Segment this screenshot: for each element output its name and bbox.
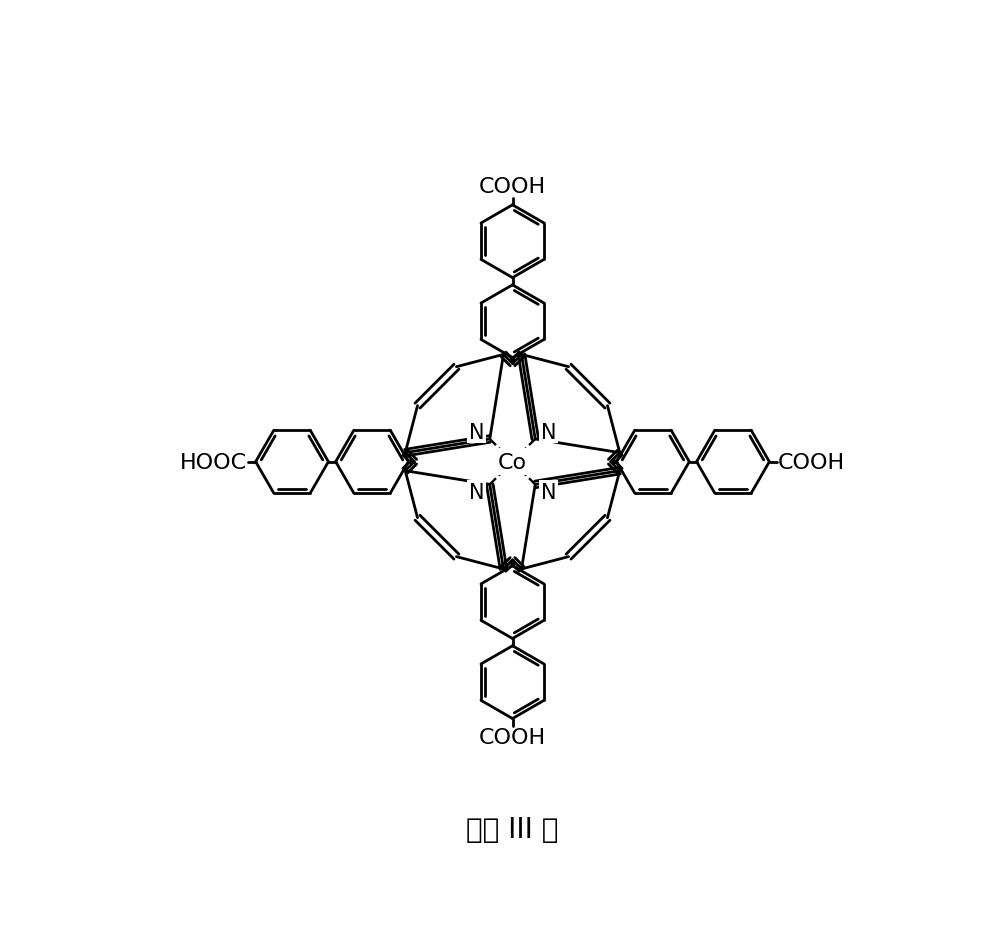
Text: COOH: COOH (778, 452, 845, 472)
Text: Co: Co (498, 452, 527, 472)
Text: N: N (469, 482, 484, 502)
Text: COOH: COOH (479, 177, 546, 197)
Text: COOH: COOH (479, 728, 546, 748)
Text: 式（ III ）: 式（ III ） (466, 816, 559, 843)
Text: N: N (541, 422, 556, 442)
Text: N: N (541, 482, 556, 502)
Text: HOOC: HOOC (180, 452, 247, 472)
Text: N: N (469, 422, 484, 442)
